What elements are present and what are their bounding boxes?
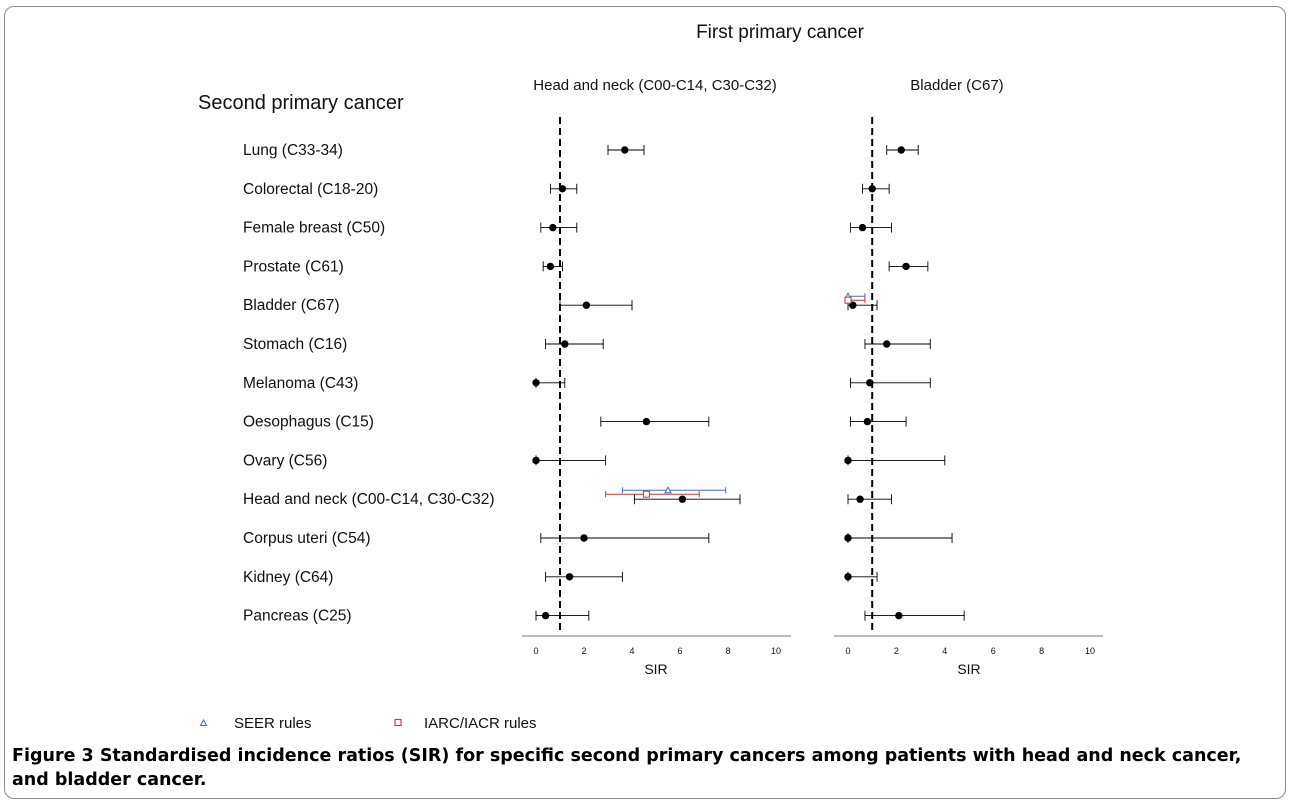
caption-text: Standardised incidence ratios (SIR) for … bbox=[12, 746, 1242, 790]
row-label-stomach-c16: Stomach (C16) bbox=[243, 336, 347, 353]
point-corpus-uteri-c54-marker bbox=[844, 534, 852, 542]
point-stomach-c16-marker bbox=[561, 340, 569, 348]
x-tick-label: 2 bbox=[894, 646, 899, 656]
x-axis-title: SIR bbox=[957, 661, 980, 677]
category-labels: Lung (C33-34) Colorectal (C18-20) Female b… bbox=[243, 142, 495, 625]
point-kidney-c64-marker bbox=[844, 573, 852, 581]
row-label-melanoma-c43: Melanoma (C43) bbox=[243, 375, 358, 392]
row-label-corpus-uteri-c54: Corpus uteri (C54) bbox=[243, 530, 371, 547]
row-label-colorectal-c18-20: Colorectal (C18-20) bbox=[243, 181, 378, 198]
point-kidney-c64-marker bbox=[565, 573, 574, 581]
point-female-breast-c50-marker bbox=[549, 223, 557, 232]
row-label-kidney-c64: Kidney (C64) bbox=[243, 569, 333, 586]
point-pancreas-c25-marker bbox=[895, 611, 903, 620]
point-oesophagus-c15-marker bbox=[642, 417, 651, 426]
point-lung-c33-34-marker bbox=[897, 146, 905, 154]
legend-iarc-label: IARC/IACR rules bbox=[424, 715, 537, 732]
point-melanoma-c43-marker bbox=[532, 379, 540, 387]
point-ovary-c56-marker bbox=[844, 456, 852, 465]
x-tick-label: 8 bbox=[1039, 646, 1044, 656]
x-axis-title: SIR bbox=[644, 661, 667, 677]
row-label-bladder-c67: Bladder (C67) bbox=[243, 297, 340, 314]
x-tick-label: 8 bbox=[725, 646, 730, 656]
x-tick-label: 2 bbox=[581, 646, 586, 656]
point-iarc-iacr-rules-head-and-neck-c00-c14-c30-c32-marker bbox=[642, 490, 650, 498]
point-prostate-c61-marker bbox=[546, 262, 555, 271]
x-tick-label: 4 bbox=[942, 646, 947, 656]
point-iarc-iacr-rules-bladder-c67-marker bbox=[844, 296, 852, 304]
x-tick-label: 0 bbox=[845, 646, 850, 656]
point-colorectal-c18-20-marker bbox=[868, 185, 876, 193]
figure-header: First primary cancer bbox=[696, 22, 865, 43]
point-corpus-uteri-c54-marker bbox=[580, 534, 588, 542]
x-tick-label: 10 bbox=[1085, 646, 1095, 656]
figure-frame bbox=[4, 6, 1286, 799]
chart-panels: Head and neck (C00-C14, C30-C32) 0 2 4 6 8 10 S… bbox=[522, 77, 1103, 677]
panel-title: Bladder (C67) bbox=[910, 77, 1003, 94]
panel-bladder-c67: Bladder (C67) 0 2 4 6 8 10 SIR bbox=[834, 77, 1103, 677]
point-head-and-neck-c00-c14-c30-c32-marker bbox=[856, 495, 864, 503]
point-colorectal-c18-20-marker bbox=[558, 185, 567, 193]
point-prostate-c61-marker bbox=[902, 262, 910, 271]
row-label-prostate-c61: Prostate (C61) bbox=[243, 258, 344, 275]
caption-label: Figure 3 bbox=[12, 746, 94, 766]
row-label-head-and-neck-c00-c14-c30-c32: Head and neck (C00-C14, C30-C32) bbox=[243, 491, 495, 508]
row-label-pancreas-c25: Pancreas (C25) bbox=[243, 608, 352, 625]
point-ovary-c56-marker bbox=[532, 456, 540, 465]
point-oesophagus-c15-marker bbox=[863, 417, 872, 426]
legend-seer-label: SEER rules bbox=[234, 715, 312, 732]
point-stomach-c16-marker bbox=[883, 340, 891, 348]
point-seer-rules-head-and-neck-c00-c14-c30-c32-marker bbox=[664, 486, 672, 494]
point-melanoma-c43-marker bbox=[866, 379, 874, 387]
row-label-lung-c33-34: Lung (C33-34) bbox=[243, 142, 343, 159]
row-label-female-breast-c50: Female breast (C50) bbox=[243, 220, 385, 237]
point-head-and-neck-c00-c14-c30-c32-marker bbox=[678, 495, 687, 503]
row-label-ovary-c56: Ovary (C56) bbox=[243, 452, 327, 469]
point-female-breast-c50-marker bbox=[858, 223, 867, 232]
x-tick-label: 4 bbox=[629, 646, 634, 656]
legend: SEER rules IARC/IACR rules bbox=[199, 715, 537, 732]
legend-iarc-marker bbox=[394, 718, 402, 727]
figure-caption: Figure 3 Standardised incidence ratios (… bbox=[12, 744, 1262, 792]
point-bladder-c67-marker bbox=[582, 301, 591, 309]
x-tick-label: 0 bbox=[533, 646, 538, 656]
row-header: Second primary cancer bbox=[198, 92, 404, 114]
point-pancreas-c25-marker bbox=[541, 611, 550, 620]
x-tick-label: 6 bbox=[991, 646, 996, 656]
point-lung-c33-34-marker bbox=[621, 146, 629, 154]
row-label-oesophagus-c15: Oesophagus (C15) bbox=[243, 414, 374, 431]
panel-head-and-neck-c00-c14-c30-c32: Head and neck (C00-C14, C30-C32) 0 2 4 6 8 10 S… bbox=[522, 77, 791, 677]
legend-seer-marker bbox=[199, 718, 208, 727]
x-tick-label: 10 bbox=[771, 646, 781, 656]
panel-title: Head and neck (C00-C14, C30-C32) bbox=[533, 77, 776, 94]
x-tick-label: 6 bbox=[677, 646, 682, 656]
